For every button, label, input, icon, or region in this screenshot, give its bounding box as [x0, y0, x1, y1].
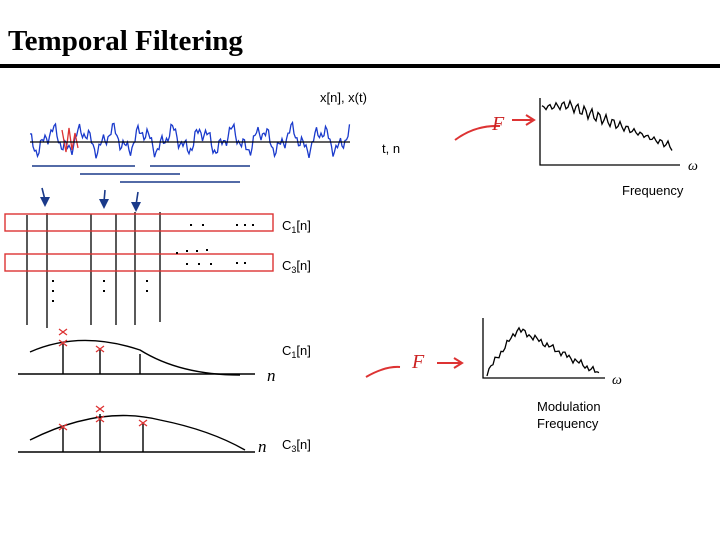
arrow — [437, 357, 464, 369]
row-label: C3[n] — [282, 258, 311, 275]
dots — [52, 224, 254, 302]
freq-label: Frequency — [537, 416, 599, 431]
row-label: C1[n] — [282, 218, 311, 235]
curve — [29, 120, 351, 159]
freq-label: Modulation — [537, 399, 601, 414]
curve — [486, 326, 600, 377]
samples — [58, 328, 148, 431]
freq-symbol: ω — [612, 373, 622, 388]
spectrum-axes — [539, 98, 680, 166]
title-rule — [0, 64, 720, 68]
curve-label: C3[n] — [282, 437, 311, 454]
freq-symbol: ω — [688, 159, 698, 174]
spectrum-axes — [482, 318, 605, 379]
frames — [32, 165, 250, 206]
title: Temporal Filtering — [8, 25, 243, 57]
axis-label: n — [267, 366, 276, 385]
time-axis-label: t, n — [382, 141, 400, 156]
arrow — [512, 114, 536, 126]
arrow — [365, 365, 401, 378]
arrow — [454, 124, 501, 141]
curve-label: C1[n] — [282, 343, 311, 360]
feature-table — [26, 212, 161, 328]
spectrum — [486, 326, 600, 377]
freq-label: Frequency — [622, 183, 684, 198]
transform-label: F — [491, 113, 505, 135]
row-highlights — [4, 213, 274, 272]
waveform — [29, 120, 351, 159]
signal-label: x[n], x(t) — [320, 90, 367, 105]
transform-label: F — [411, 351, 425, 373]
trajectories — [18, 339, 255, 453]
spectrum — [541, 99, 673, 151]
axis-label: n — [258, 437, 267, 456]
frame-arrows — [40, 197, 141, 212]
curve — [61, 127, 79, 153]
curve — [541, 99, 673, 151]
